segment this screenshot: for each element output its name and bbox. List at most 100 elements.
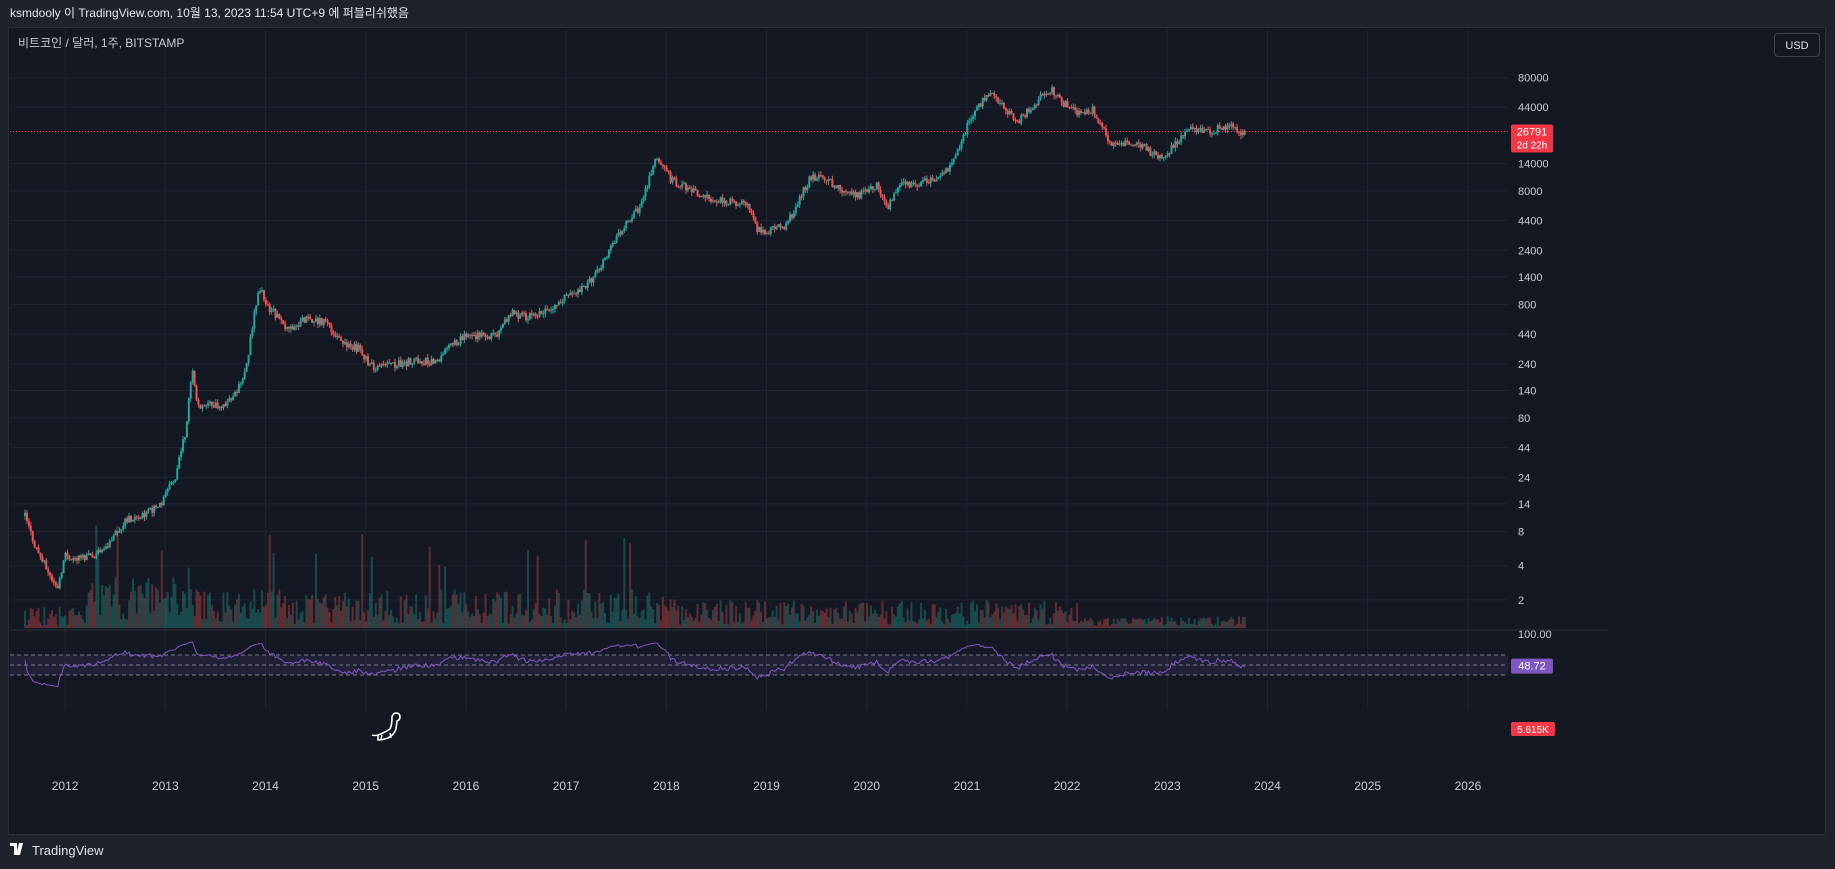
tradingview-brand[interactable]: TradingView [10,839,104,858]
volume-bar [397,623,400,628]
volume-bar [590,611,593,628]
volume-bar [573,612,576,628]
x-tick-label: 2018 [653,779,680,793]
candle-body [322,319,325,326]
candle-body [345,341,348,348]
candle-body [43,560,46,562]
volume-bar [203,591,206,628]
currency-button[interactable]: USD [1774,33,1820,57]
candle-body [367,356,370,366]
volume-bar [37,607,40,628]
chart-area[interactable] [8,27,1826,835]
volume-bar [810,606,813,628]
candle-body [1024,115,1027,118]
volume-bar [798,620,801,628]
volume-bar [272,553,275,628]
volume-bar [979,609,982,628]
price-tags: 26791 2d 22h 5.615K 48.72 [1511,124,1555,736]
candle-body [611,243,614,246]
candle-body [1226,125,1229,130]
candle-body [303,317,306,323]
volume-bar [191,605,194,628]
candle-body [1203,130,1206,133]
candle-body [447,344,450,349]
volume-bar [374,602,377,628]
volume-bar [835,607,838,628]
volume-bar [341,601,344,628]
candle-body [1076,109,1079,116]
volume-bar [644,619,647,628]
volume-bar [372,616,375,628]
candle-body [762,230,765,233]
candle-body [234,392,237,397]
candle-body [752,212,755,218]
volume-bar [1062,613,1065,628]
candle-body [1180,135,1183,143]
volume-bar [1091,620,1094,628]
candle-body [1058,94,1061,98]
y-tick-label: 2400 [1518,245,1542,257]
volume-bar [216,611,219,628]
candle-body [868,189,871,193]
volume-bar [1068,614,1071,628]
candle-body [546,308,549,311]
volume-bar [694,618,697,628]
volume-bar [794,613,797,628]
volume-bar [839,618,842,628]
candle-body [185,421,188,438]
candle-body [1184,132,1187,137]
volume-bar [773,617,776,628]
candle-body [972,116,975,119]
volume-bar [218,620,221,628]
candle-body [226,401,229,406]
candle-body [99,549,102,553]
volume-bar [478,613,481,628]
volume-bar [827,617,830,628]
volume-bar [130,591,133,628]
volume-bar [1174,621,1177,628]
candle-body [262,290,265,300]
y-tick-label: 4 [1518,561,1524,573]
candle-body [941,172,944,176]
volume-bar [1024,615,1027,628]
candle-body [394,362,397,368]
candle-body [935,178,938,182]
volume-bar [1051,624,1054,628]
candle-body [975,107,978,111]
volume-bar [584,540,587,628]
candle-body [1093,106,1096,115]
candle-body [806,187,809,191]
volume-bar [569,619,572,628]
candle-body [1133,144,1136,146]
volume-bar [923,609,926,628]
volume-bar [596,617,599,628]
candle-body [126,518,129,523]
candle-body [615,235,618,243]
volume-bar [960,602,963,628]
volume-bar [103,595,106,628]
volume-bar [228,605,231,628]
volume-bar [731,601,734,628]
volume-bar [816,609,819,628]
volume-bar [916,623,919,628]
volume-bar [162,598,165,628]
volume-bar [24,610,27,628]
candle-body [137,517,140,519]
candle-body [68,555,71,560]
volume-bar [1180,617,1183,628]
candle-body [561,301,564,304]
volume-bar [286,617,289,628]
candle-body [282,320,285,325]
volume-bar [484,593,487,628]
candle-body [353,343,356,350]
volume-bar [1045,624,1048,628]
volume-bar [316,599,319,628]
candle-body [756,222,759,233]
volume-bar [476,608,479,628]
volume-bar [1237,616,1240,628]
volume-bar [607,622,610,628]
volume-bar [149,613,152,628]
volume-bar [1164,624,1167,628]
candle-body [513,310,516,314]
